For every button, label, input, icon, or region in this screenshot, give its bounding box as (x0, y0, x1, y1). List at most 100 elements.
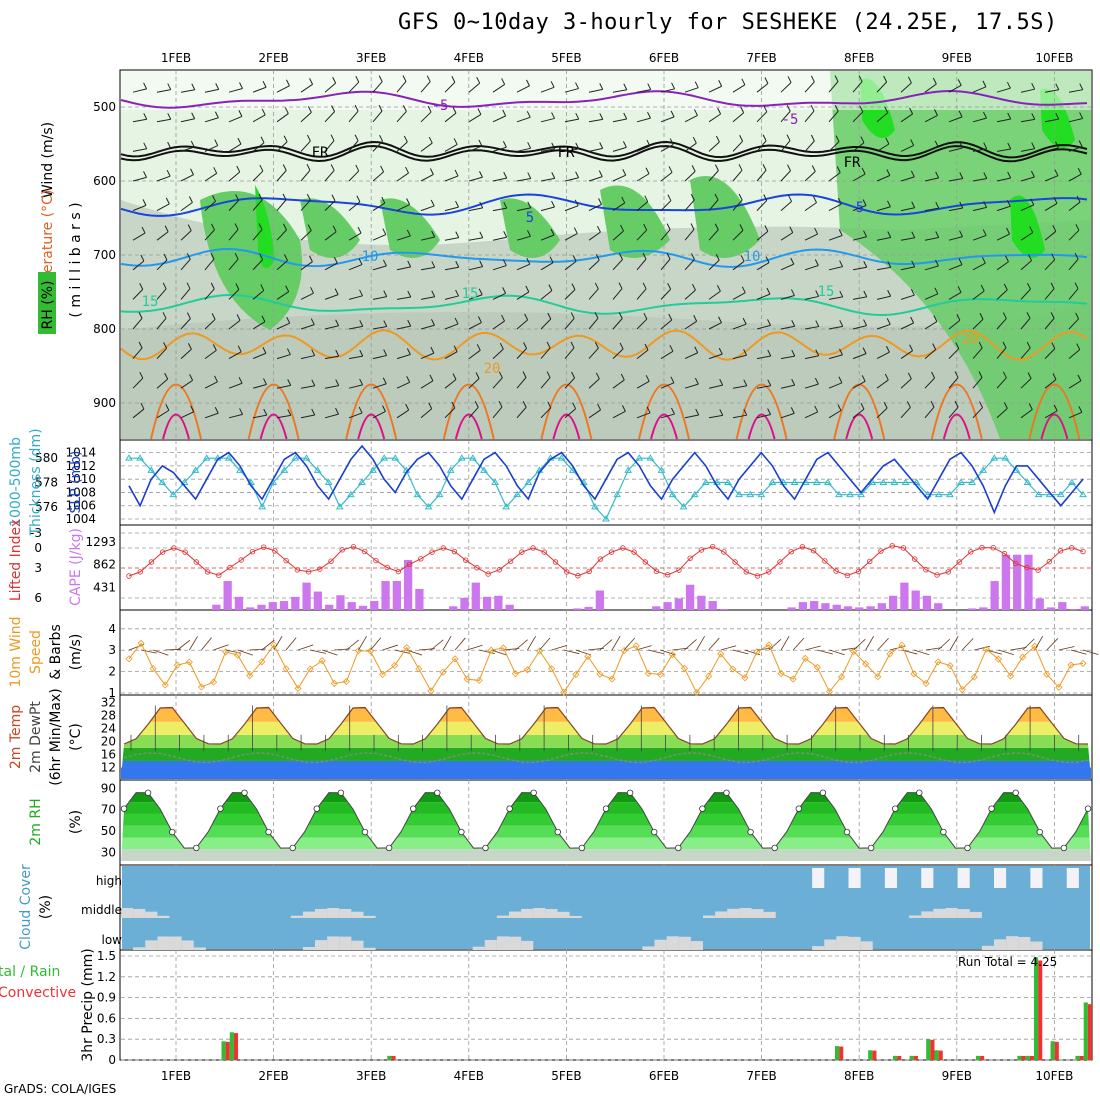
thickness-point (823, 478, 832, 485)
wind-barb-flag (767, 379, 772, 386)
wind-barb-flag (883, 75, 888, 83)
wind-barb (396, 81, 407, 93)
wind-barb-flag (310, 318, 315, 325)
thickness-point (835, 490, 843, 498)
cape-bar (855, 607, 864, 610)
wind-barb-flag (1005, 255, 1009, 262)
thickness-point (724, 478, 732, 485)
wind-barb (708, 353, 723, 360)
thickness-point (923, 490, 932, 498)
wind-barb-flag (789, 226, 794, 233)
wind-barb-flag (667, 194, 672, 201)
thickness-point (502, 502, 511, 510)
wind-barb-flag (910, 288, 915, 296)
wind-barb (156, 118, 171, 123)
wind-barb (804, 355, 819, 360)
wind-barb (300, 261, 313, 271)
wind10-side-label1: 10m Wind (8, 616, 24, 687)
wind-barb (420, 380, 434, 389)
thickness-point (457, 454, 466, 461)
wind-barb-flag (815, 290, 820, 297)
wind-barb (564, 205, 579, 212)
li-point (474, 565, 480, 571)
wind-barb-flag (306, 193, 311, 201)
wind-barb (636, 229, 648, 241)
cloud-low-block (509, 936, 522, 950)
rh-point (867, 844, 875, 852)
wind-barb (252, 414, 267, 419)
wind-barb (324, 325, 339, 330)
wind-barb (444, 144, 458, 152)
wind10-barb (285, 637, 297, 651)
precip-conv-bar (980, 1055, 985, 1060)
li-point (855, 568, 862, 575)
wind-barb (1068, 117, 1083, 123)
thickness-point (313, 466, 322, 473)
wind-barb (756, 200, 768, 211)
wind-barb (660, 116, 675, 123)
wind-barb (1068, 258, 1079, 271)
wind-barb-flag (886, 318, 891, 325)
wind-barb-flag (331, 105, 336, 112)
rh-point (313, 805, 320, 812)
li-point (788, 549, 794, 555)
wind-barb (804, 326, 819, 330)
cloud-mid-block (703, 915, 716, 918)
wind10-point (789, 675, 797, 683)
wind-barb-flag (311, 408, 316, 416)
li-point (283, 557, 289, 564)
wind10-barb (720, 645, 737, 651)
wind-barb-flag (335, 319, 340, 326)
wind-barb (948, 377, 959, 389)
cloud-mid-block (133, 908, 146, 918)
wind-barb (612, 89, 627, 93)
contour-label: 10 (362, 249, 379, 265)
li-point (238, 557, 244, 563)
cape-bar (652, 606, 661, 610)
sounding-contours (120, 89, 1088, 440)
wind-barb (564, 233, 578, 241)
wind-barb (396, 354, 411, 360)
wind-barb-flag (238, 377, 243, 384)
rh-point (289, 844, 296, 852)
wind-barb-flag (522, 371, 527, 378)
li-point (216, 572, 222, 578)
slp-ytick: 1014 (65, 446, 96, 460)
wind-barb-flag (287, 379, 292, 386)
wind-barb-flag (910, 139, 915, 146)
cloud-mid-block (545, 909, 558, 918)
wind-barb-flag (786, 134, 791, 141)
wind-barb-flag (141, 226, 146, 234)
wind-barb-flag (575, 171, 580, 178)
wind-barb-flag (815, 349, 820, 356)
wind-barb-flag (455, 200, 460, 208)
wind-barb (396, 266, 411, 271)
wind-barb-flag (571, 371, 576, 379)
wind-barb-flag (572, 402, 577, 409)
instability-marks (121, 532, 1091, 610)
thickness-ytick: 578 (35, 476, 58, 490)
cape-bar (798, 602, 808, 610)
wind-barb-flag (258, 223, 263, 230)
wind-barb-flag (838, 376, 843, 384)
wind-barb-flag (958, 110, 963, 118)
wind-barb (252, 142, 265, 152)
wind-barb-flag (1007, 112, 1012, 120)
wind-barb-flag (427, 105, 432, 113)
wind-barb-flag (575, 142, 580, 150)
wind-barb-flag (983, 172, 988, 179)
wind10-point (342, 677, 350, 686)
wind-barb-flag (426, 75, 431, 82)
wind-barb (876, 81, 887, 93)
sounding-rh-fills (121, 71, 1091, 439)
wind-barb (996, 177, 1011, 182)
wind-barb-flag (235, 283, 240, 290)
wind-barb-flag (958, 258, 963, 265)
wind10-barb (829, 649, 845, 656)
wind-barb-flag (234, 223, 239, 230)
li-point (328, 558, 334, 564)
wind-barb (276, 414, 291, 419)
wind-barb (444, 379, 457, 389)
thickness-point (446, 466, 455, 473)
